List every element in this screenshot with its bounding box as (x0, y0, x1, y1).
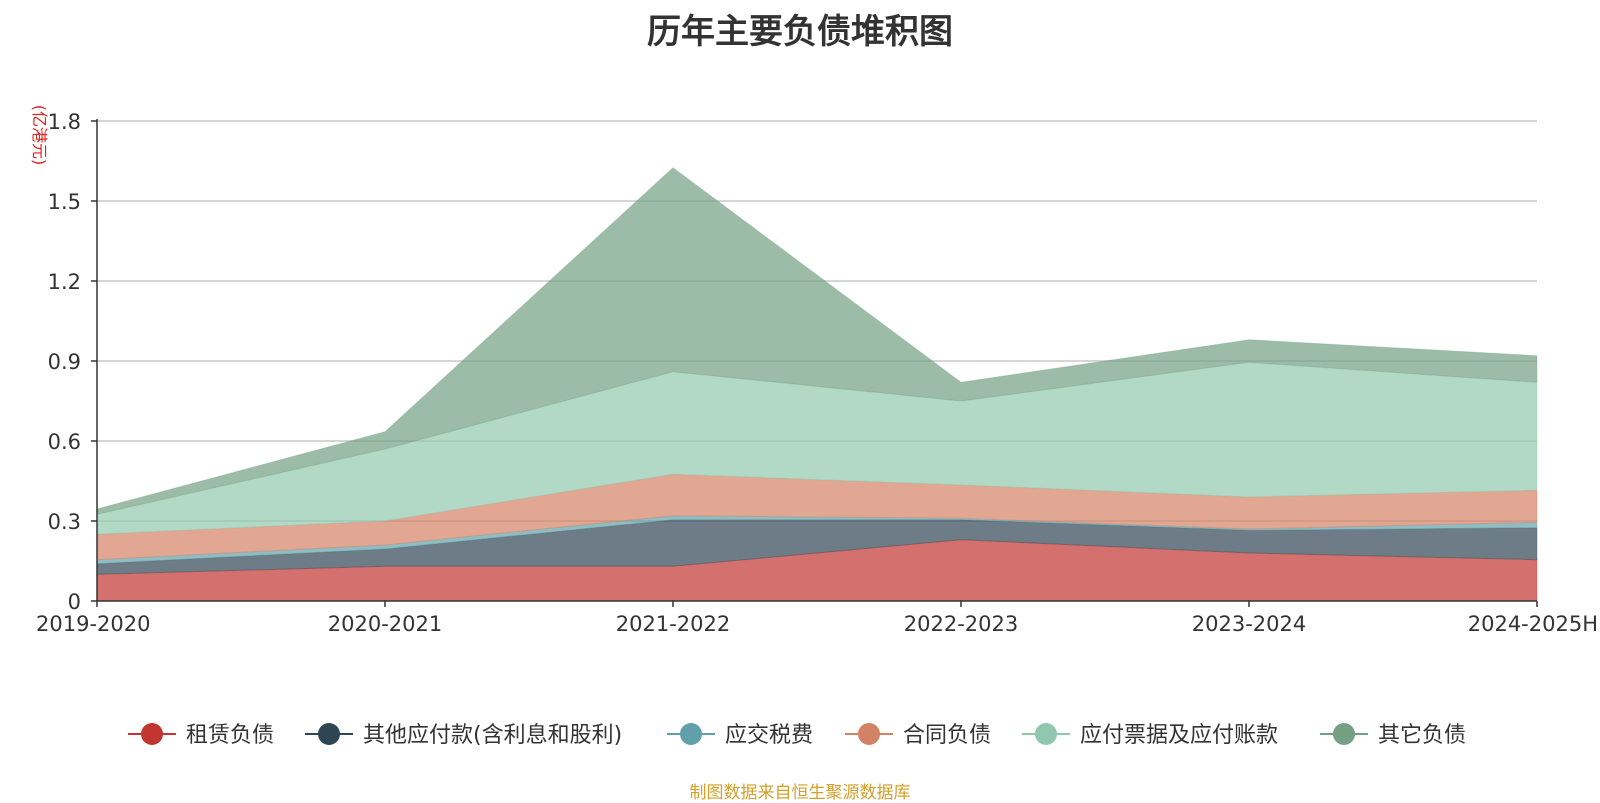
legend-label: 合同负债 (903, 723, 991, 748)
x-tick-label: 2022-2023 (904, 612, 1018, 636)
legend-item-0[interactable]: 租赁负债 (128, 723, 274, 748)
y-axis-unit-label: (亿港元) (30, 105, 49, 166)
legend-label: 租赁负债 (186, 723, 274, 748)
x-tick-label: 2019-2020 (36, 612, 150, 636)
y-tick-label: 1.5 (48, 190, 81, 214)
legend-swatch-dot (141, 723, 163, 745)
legend-label: 其它负债 (1378, 723, 1466, 748)
legend-item-5[interactable]: 其它负债 (1320, 723, 1466, 748)
y-tick-label: 0.6 (48, 430, 81, 454)
y-tick-label: 1.2 (48, 270, 81, 294)
legend-label: 应付票据及应付账款 (1080, 723, 1278, 748)
legend-swatch-dot (858, 723, 880, 745)
y-tick-label: 0 (68, 590, 81, 614)
legend: 租赁负债 其他应付款(含利息和股利) 应交税费 合同负债 应付票据及应付账款 其它负债 (128, 723, 1466, 748)
chart-title: 历年主要负债堆积图 (647, 12, 953, 52)
x-tick-label: 2021-2022 (616, 612, 730, 636)
data-source-note: 制图数据来自恒生聚源数据库 (689, 783, 911, 803)
area-series (96, 167, 1538, 602)
legend-swatch-dot (318, 723, 340, 745)
legend-item-1[interactable]: 其他应付款(含利息和股利) (305, 723, 622, 748)
legend-swatch-dot (1035, 723, 1057, 745)
y-tick-label: 1.8 (48, 110, 81, 134)
legend-item-2[interactable]: 应交税费 (667, 723, 813, 748)
x-tick-label: 2024-2025H (1468, 612, 1598, 636)
legend-swatch-dot (680, 723, 702, 745)
x-tick-label: 2023-2024 (1192, 612, 1306, 636)
area-series-5[interactable] (96, 167, 1538, 515)
legend-item-3[interactable]: 合同负债 (845, 723, 991, 748)
legend-label: 应交税费 (725, 723, 813, 748)
x-tick-label: 2020-2021 (328, 612, 442, 636)
y-tick-label: 0.9 (48, 350, 81, 374)
legend-label: 其他应付款(含利息和股利) (363, 723, 622, 748)
legend-item-4[interactable]: 应付票据及应付账款 (1022, 723, 1278, 748)
axes: 0 0.3 0.6 0.9 1.2 1.5 1.8 2019-2020 2020-2021 202… (36, 110, 1598, 636)
y-tick-label: 0.3 (48, 510, 81, 534)
legend-swatch-dot (1333, 723, 1355, 745)
